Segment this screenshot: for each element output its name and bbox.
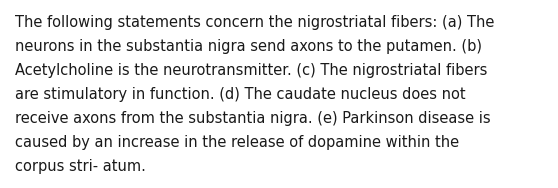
Text: corpus stri- atum.: corpus stri- atum.	[15, 159, 146, 174]
Text: neurons in the substantia nigra send axons to the putamen. (b): neurons in the substantia nigra send axo…	[15, 39, 482, 54]
Text: caused by an increase in the release of dopamine within the: caused by an increase in the release of …	[15, 135, 459, 150]
Text: are stimulatory in function. (d) The caudate nucleus does not: are stimulatory in function. (d) The cau…	[15, 87, 465, 102]
Text: receive axons from the substantia nigra. (e) Parkinson disease is: receive axons from the substantia nigra.…	[15, 111, 490, 126]
Text: The following statements concern the nigrostriatal fibers: (a) The: The following statements concern the nig…	[15, 15, 494, 30]
Text: Acetylcholine is the neurotransmitter. (c) The nigrostriatal fibers: Acetylcholine is the neurotransmitter. (…	[15, 63, 487, 78]
